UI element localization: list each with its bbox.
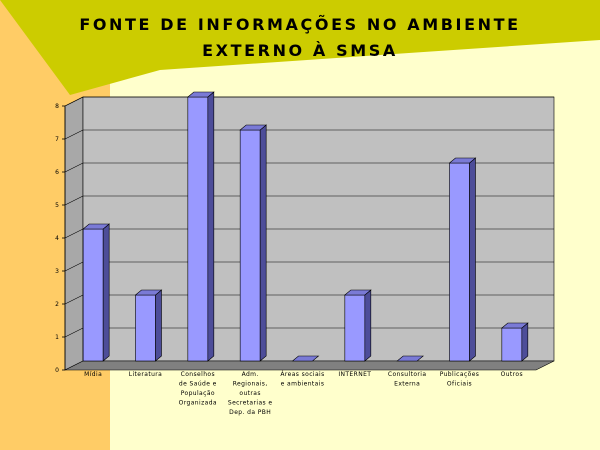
y-tick-label: 6 — [55, 169, 59, 176]
x-tick-label: Adm. Regionais, outras Secretarias e Dep. da… — [228, 371, 273, 416]
x-tick-label-line: Publicações — [440, 371, 480, 378]
chart-title: FONTE DE INFORMAÇÕES NO AMBIENTE EXTERNO… — [60, 12, 540, 64]
bar-top — [501, 322, 529, 329]
x-tick-label-line: Conselhos — [181, 371, 215, 378]
y-tick-label: 7 — [55, 136, 59, 143]
bar-top — [448, 157, 477, 164]
y-tick-label: 5 — [55, 202, 59, 209]
bar-side — [207, 91, 215, 362]
floor — [64, 360, 555, 371]
x-tick-label-line: Adm. — [242, 371, 259, 378]
x-tick-label-line: Outros — [501, 371, 523, 378]
bar — [134, 289, 163, 362]
x-tick-label-line: Mídia — [84, 371, 102, 378]
bar — [82, 223, 110, 362]
bar — [448, 157, 477, 362]
bar — [344, 289, 372, 362]
bar-top — [82, 223, 110, 230]
x-tick-label-line: Oficiais — [447, 381, 472, 388]
bar-front — [239, 129, 261, 362]
chart-title-line-1: FONTE DE INFORMAÇÕES NO AMBIENTE — [79, 15, 521, 34]
y-tick-label: 4 — [55, 235, 59, 242]
x-tick-label-line: Áreas sociais — [280, 371, 324, 378]
gridline-diagonal — [64, 129, 84, 140]
bar-side — [521, 322, 529, 362]
bar-top — [396, 355, 424, 362]
gridline-diagonal — [64, 327, 84, 338]
gridline-diagonal — [64, 228, 84, 239]
x-tick-label-line: de Saúde e — [179, 381, 217, 388]
bar-front — [344, 294, 366, 362]
bar — [501, 322, 529, 362]
x-tick-label: Mídia — [84, 371, 102, 378]
x-tick-label: Outros — [501, 371, 523, 378]
x-tick-label-line: Literatura — [129, 371, 163, 378]
bar-side — [469, 157, 476, 362]
bar-front — [449, 162, 470, 362]
x-tick-label-line: Regionais, — [233, 381, 268, 388]
x-tick-label-line: outras — [239, 390, 261, 397]
title-band — [0, 0, 600, 95]
bar-front — [501, 327, 523, 362]
bar — [291, 355, 320, 362]
x-tick-label-line: INTERNET — [338, 371, 371, 378]
x-tick-label-line: Externa — [394, 381, 420, 388]
y-axis: 0 1 2 3 4 5 6 7 8 — [55, 103, 66, 374]
bar — [239, 124, 267, 362]
x-axis-labels: Mídia Literatura Conselhos de Saúde e Popula… — [84, 371, 523, 416]
gridline-diagonal — [64, 195, 84, 206]
x-tick-label-line: e ambientais — [281, 381, 325, 388]
x-tick-label: Conselhos de Saúde e População Organizada — [179, 371, 217, 407]
y-tick-label: 8 — [55, 103, 59, 110]
gridline-diagonal — [64, 294, 84, 305]
x-tick-label-line: Organizada — [179, 400, 217, 407]
bars — [82, 91, 529, 362]
bar-side — [102, 223, 110, 362]
x-tick-label-line: Secretarias e — [228, 400, 273, 407]
y-tick-label: 3 — [55, 268, 59, 275]
x-tick-label-line: Dep. da PBH — [229, 409, 271, 416]
bar-top — [134, 289, 163, 296]
bar-front — [187, 96, 209, 362]
y-tick-label: 2 — [55, 301, 59, 308]
x-tick-label: Literatura — [129, 371, 163, 378]
bar-top — [239, 124, 267, 131]
gridline-diagonal — [64, 261, 84, 272]
bar-side — [364, 289, 372, 362]
bar-side — [259, 124, 267, 362]
bar-front — [135, 294, 156, 362]
gridline-diagonal — [64, 96, 84, 107]
x-tick-label: Publicações Oficiais — [440, 371, 480, 388]
x-tick-label: INTERNET — [338, 371, 371, 378]
bar-top — [291, 355, 320, 362]
chart-title-line-2: EXTERNO À SMSA — [202, 41, 398, 60]
x-tick-label-line: Consultoria — [388, 371, 427, 378]
bar — [187, 91, 215, 362]
y-tick-label: 0 — [55, 367, 59, 374]
bar-front — [82, 228, 104, 362]
gridline-diagonal — [64, 162, 84, 173]
x-tick-label: Consultoria Externa — [388, 371, 427, 388]
x-tick-label: Áreas sociais e ambientais — [280, 371, 324, 388]
bar-side — [155, 289, 162, 362]
bar-top — [187, 91, 215, 98]
bar — [396, 355, 424, 362]
x-tick-label-line: População — [181, 390, 215, 397]
bar-top — [344, 289, 372, 296]
y-tick-label: 1 — [55, 334, 59, 341]
